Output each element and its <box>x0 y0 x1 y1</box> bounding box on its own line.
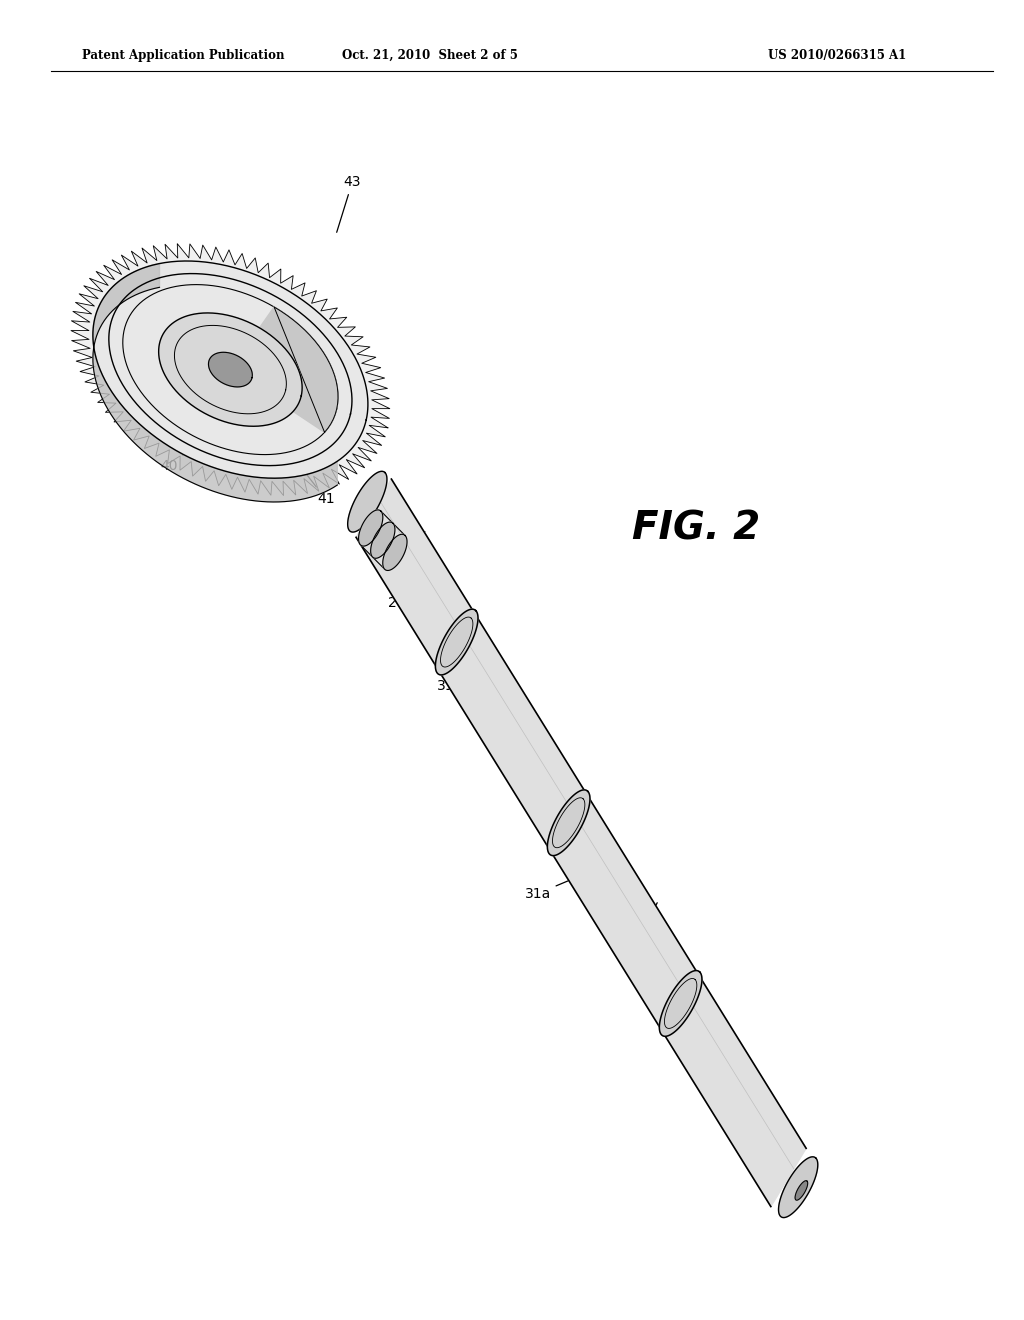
Text: US 2010/0266315 A1: US 2010/0266315 A1 <box>768 49 906 62</box>
Text: 31: 31 <box>590 814 609 857</box>
Text: 31: 31 <box>633 903 657 941</box>
Text: 29: 29 <box>388 577 423 610</box>
Text: 40: 40 <box>160 411 239 473</box>
Polygon shape <box>93 264 337 502</box>
Polygon shape <box>371 523 395 558</box>
Polygon shape <box>71 244 390 495</box>
Polygon shape <box>356 479 806 1206</box>
Text: FIG. 2: FIG. 2 <box>632 510 761 546</box>
Polygon shape <box>209 352 252 387</box>
Polygon shape <box>435 610 478 675</box>
Polygon shape <box>383 535 407 570</box>
Text: 41: 41 <box>294 458 335 506</box>
Polygon shape <box>548 789 590 855</box>
Text: 43: 43 <box>337 176 361 232</box>
Polygon shape <box>258 308 338 433</box>
Polygon shape <box>93 261 368 478</box>
Text: Oct. 21, 2010  Sheet 2 of 5: Oct. 21, 2010 Sheet 2 of 5 <box>342 49 518 62</box>
Polygon shape <box>659 970 701 1036</box>
Polygon shape <box>159 313 302 426</box>
Text: Patent Application Publication: Patent Application Publication <box>82 49 285 62</box>
Polygon shape <box>778 1156 818 1217</box>
Text: 31a: 31a <box>524 859 620 900</box>
Text: 31b: 31b <box>437 652 477 693</box>
Polygon shape <box>348 471 387 532</box>
Text: 47: 47 <box>377 531 427 544</box>
Polygon shape <box>795 1180 808 1200</box>
Text: 33: 33 <box>429 627 455 660</box>
Polygon shape <box>358 510 383 546</box>
